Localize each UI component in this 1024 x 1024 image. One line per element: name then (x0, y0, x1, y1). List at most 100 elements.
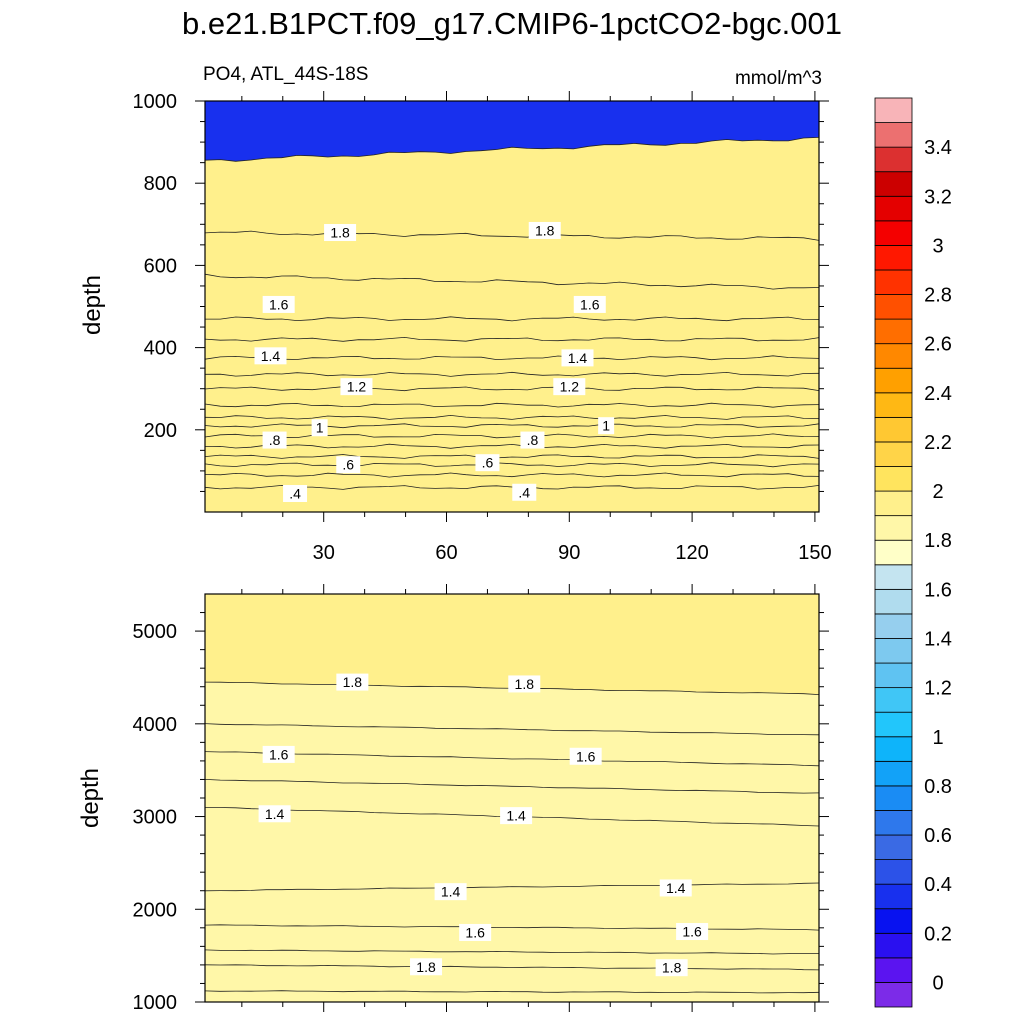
contour-label: .6 (342, 457, 354, 473)
contour-label-box (676, 923, 709, 941)
contour-label: 1.6 (576, 748, 596, 764)
colorbar-label: 2.2 (924, 432, 952, 454)
contour-label-box (659, 879, 692, 897)
contour-label: 1.6 (682, 924, 702, 940)
chart-title: b.e21.B1PCT.f09_g17.CMIP6-1pctCO2-bgc.00… (182, 6, 842, 41)
contour-label: 1.4 (568, 350, 588, 366)
colorbar-box (874, 490, 913, 517)
contour-label: 1.8 (515, 676, 535, 692)
contour-label-box (262, 295, 295, 313)
colorbar-label: 2.6 (924, 334, 952, 356)
upper-panel: .4 .4 .6 .6 .8 .8 1 1 1.2 1.2 1.4 1.4 1.6 1.6 1.8 1.8 20… (133, 91, 832, 564)
colorbar-label: 2.8 (924, 285, 952, 307)
y-tick-label: 3000 (133, 807, 178, 829)
colorbar-box (874, 441, 913, 467)
contour-line (204, 484, 820, 490)
contour-label: 1.2 (560, 379, 580, 395)
contour-line (204, 137, 820, 162)
colorbar-label: 0.6 (924, 825, 952, 847)
contour-label: 1.6 (269, 746, 289, 762)
contour-label-box (340, 378, 373, 396)
colorbar-box (874, 760, 913, 787)
contour-label: 1.4 (265, 806, 285, 822)
contour-line (204, 964, 820, 971)
colorbar-box (874, 245, 913, 271)
colorbar-box (874, 957, 913, 983)
colorbar-box (874, 269, 913, 295)
lower-panel: 1.8 1.8 1.6 1.6 1.4 1.4 1.4 1.4 1.6 1.6 1.8 1.8 1000… (133, 584, 829, 1014)
contour-label-box (262, 431, 287, 449)
colorbar-box (874, 834, 913, 860)
x-tick-label: 90 (558, 542, 580, 564)
y-tick-label: 5000 (133, 621, 178, 643)
contour-label-box (262, 745, 295, 763)
x-tick-label: 60 (435, 542, 457, 564)
y-tick-label: 1000 (133, 91, 178, 113)
contour-line (204, 443, 820, 449)
colorbar-label: 2 (932, 481, 943, 503)
colorbar-box (874, 908, 913, 934)
colorbar-box (874, 785, 913, 811)
colorbar-box (874, 662, 913, 689)
upper-y-axis-label: depth (79, 275, 106, 335)
contour-line (204, 230, 820, 241)
contour-line (204, 924, 820, 931)
contour-line (204, 472, 820, 478)
contour-label: 1.8 (416, 959, 436, 975)
contour-line (204, 779, 820, 794)
contour-line (205, 316, 820, 322)
contour-label-box (528, 221, 561, 239)
colorbar-box (874, 613, 913, 639)
contour-line (204, 454, 820, 459)
y-tick-label: 1000 (133, 992, 178, 1014)
colorbar-label: 3.4 (924, 137, 952, 159)
colorbar-label: 0.8 (924, 776, 952, 798)
colorbar-label: 0.2 (924, 923, 952, 945)
contour-label-box (311, 419, 328, 437)
colorbar-box (874, 539, 913, 566)
y-tick-label: 200 (144, 420, 177, 442)
contour-label-box (598, 417, 615, 435)
colorbar-box (874, 588, 913, 615)
contour-label: 1.6 (465, 924, 485, 940)
colorbar-box (874, 515, 913, 541)
contour-line (204, 723, 820, 736)
contour-label: 1.6 (269, 296, 289, 312)
colorbar-label: 1.4 (924, 628, 952, 650)
y-tick-label: 4000 (133, 714, 178, 736)
contour-label: 1.4 (506, 808, 526, 824)
colorbar-label: 1 (932, 727, 943, 749)
contour-label: .8 (269, 432, 281, 448)
chart-subtitle-units: mmol/m^3 (734, 68, 822, 89)
contour-line (204, 990, 820, 994)
contour-line (204, 751, 820, 767)
x-tick-label: 150 (798, 542, 831, 564)
contour-label: 1.8 (535, 222, 555, 238)
contour-label-box (258, 805, 291, 823)
contour-line (204, 433, 820, 439)
colorbar-box (874, 318, 913, 345)
colorbar-box (874, 859, 913, 885)
contour-label-box (520, 431, 545, 449)
colorbar-box (874, 564, 913, 590)
colorbar-box (874, 466, 913, 492)
chart-subtitle-variable: PO4, ATL_44S-18S (203, 64, 369, 85)
contour-label-box (254, 347, 287, 365)
contour-label: 1.4 (261, 348, 281, 364)
contour-line (204, 423, 820, 429)
contour-line (204, 414, 820, 420)
contour-label: 1.2 (347, 379, 367, 395)
contour-line (204, 273, 820, 290)
colorbar-box (874, 810, 913, 836)
contour-label-box (336, 456, 361, 474)
contour-label-box (434, 883, 467, 901)
colorbar-box (874, 122, 913, 148)
contour-label-box (573, 295, 606, 313)
colorbar-box (874, 367, 913, 394)
y-tick-label: 600 (144, 255, 177, 277)
contour-label-box (508, 675, 541, 693)
contour-label-box (655, 959, 688, 977)
contour-label: .4 (518, 484, 530, 500)
contour-line (204, 949, 820, 955)
colorbar-box (874, 195, 913, 222)
